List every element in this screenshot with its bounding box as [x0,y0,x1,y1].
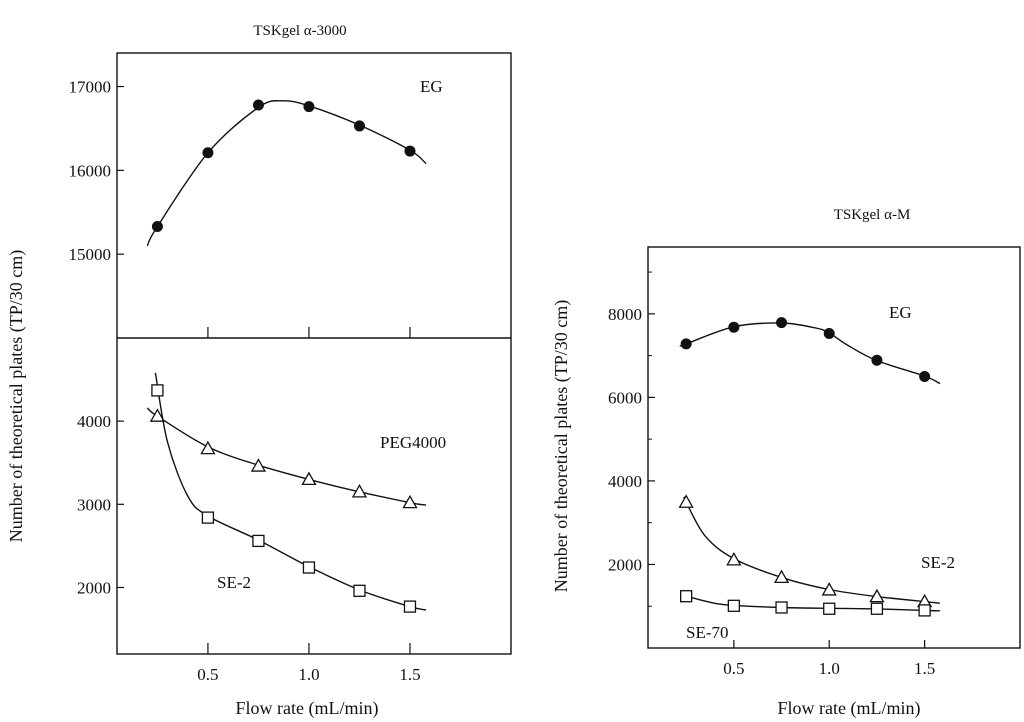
right-series-2-point [823,602,836,615]
left-lower-series-1-curve [154,372,427,611]
left-lower-series-0-point [149,408,166,422]
right-series-0-curve [679,322,941,385]
left-upper-series-0-point [404,145,416,157]
right-series-label-eg: EG [889,303,912,322]
right-y-tick-label: 4000 [608,472,642,491]
left-lower-series-1-point [302,561,316,574]
right-series-0-point [728,321,740,333]
left-upper-series-0-point [353,120,365,132]
left-lower-series-1-point [252,534,265,548]
right-series-2-point [775,601,788,614]
right-series-label-se-70: SE-70 [686,623,729,642]
right-series-1-curve [683,496,940,604]
right-x-tick-label: 1.0 [819,659,840,678]
left-upper-y-tick-label: 16000 [69,161,112,180]
right-series-0-point [919,370,931,382]
right-series-1-point [773,569,790,584]
left-upper-y-tick-label: 15000 [69,245,112,264]
left-x-tick-label: 1.5 [399,665,420,684]
left-lower-series-0-point [200,440,216,455]
left-lower-series-1-point [151,384,164,397]
right-y-tick-label: 8000 [608,305,642,324]
left-upper-series-0-point [151,221,163,233]
left-lower-y-tick-label: 2000 [77,578,111,597]
left-upper-series-0-point [303,101,315,113]
left-plot-frame [116,52,512,655]
right-series-0-point [823,327,835,339]
left-lower-y-tick-label: 4000 [77,412,111,431]
left-lower-series-1-point [201,511,215,524]
right-plot-frame [647,246,1021,649]
left-x-tick-label: 1.0 [298,665,319,684]
right-y-tick-label: 2000 [608,555,642,574]
left-upper-y-tick-label: 17000 [69,78,112,97]
left-upper-series-0-curve [146,100,427,247]
right-series-1-point [678,494,694,508]
right-series-0-point [871,354,883,366]
left-lower-series-0-point [301,471,317,486]
left-lower-series-0-curve [146,407,427,506]
right-series-2-point [918,604,931,617]
left-upper-series-0-point [252,99,264,111]
left-lower-y-tick-label: 3000 [77,495,111,514]
left-lower-series-1-point [403,600,417,613]
right-x-tick-label: 0.5 [723,659,744,678]
left-lower-series-label-se-2: SE-2 [217,573,251,592]
right-y-tick-label: 6000 [608,388,642,407]
right-chart-title: TSKgel α-M [834,207,911,223]
right-x-tick-label: 1.5 [914,659,935,678]
left-x-tick-label: 0.5 [197,665,218,684]
right-y-axis-title: Number of theoretical plates (TP/30 cm) [551,300,572,592]
left-lower-series-label-peg4000: PEG4000 [380,433,446,452]
left-lower-series-0-point [351,484,368,498]
left-lower-series-0-point [402,494,418,509]
left-x-axis-title: Flow rate (mL/min) [236,698,379,719]
left-lower-series-0-point [250,458,267,472]
right-series-0-point [680,338,692,350]
right-series-1-point [869,588,885,603]
right-series-2-point [680,590,693,603]
left-lower-series-1-point [353,584,366,597]
right-series-0-point [776,317,788,329]
right-series-label-se-2: SE-2 [921,553,955,572]
right-x-axis-title: Flow rate (mL/min) [778,698,921,719]
right-series-1-point [726,552,742,566]
left-chart-title: TSKgel α-3000 [253,23,346,39]
right-series-2-point [727,599,740,612]
right-series-1-point [821,582,837,596]
left-upper-series-0-point [202,147,214,159]
left-upper-series-label-eg: EG [420,77,443,96]
right-series-2-point [870,602,884,615]
left-y-axis-title: Number of theoretical plates (TP/30 cm) [6,250,27,542]
plot-layer: 15000 16000 17000 2000 3000 4000 0.5 1.0 1.5 2000… [69,52,1021,684]
right-series-2-curve [680,593,940,612]
